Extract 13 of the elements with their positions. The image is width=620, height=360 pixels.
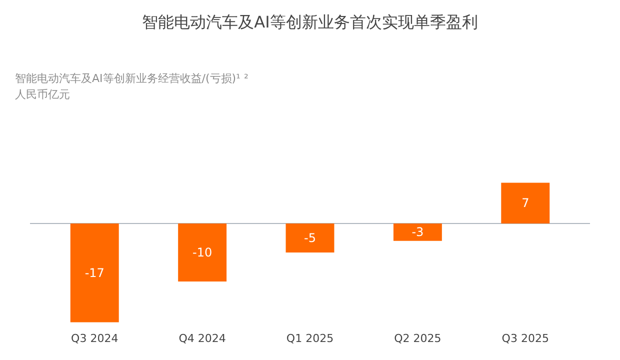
x-tick-label: Q4 2024 bbox=[178, 332, 226, 345]
chart-title: 智能电动汽车及AI等创新业务首次实现单季盈利 bbox=[142, 12, 478, 32]
x-tick-label: Q2 2025 bbox=[394, 332, 442, 345]
data-label: 7 bbox=[522, 196, 530, 210]
data-label: -3 bbox=[412, 225, 424, 240]
data-label: -17 bbox=[84, 266, 104, 280]
chart-subtitle: 智能电动汽车及AI等创新业务经营收益/(亏损)¹ ² bbox=[15, 72, 248, 85]
x-tick-label: Q3 2024 bbox=[71, 332, 118, 345]
x-tick-label: Q3 2025 bbox=[502, 332, 549, 345]
x-tick-label: Q1 2025 bbox=[286, 332, 334, 345]
data-label: -10 bbox=[192, 246, 212, 260]
data-label: -5 bbox=[304, 230, 316, 245]
text: 人民币亿元 bbox=[15, 88, 70, 101]
